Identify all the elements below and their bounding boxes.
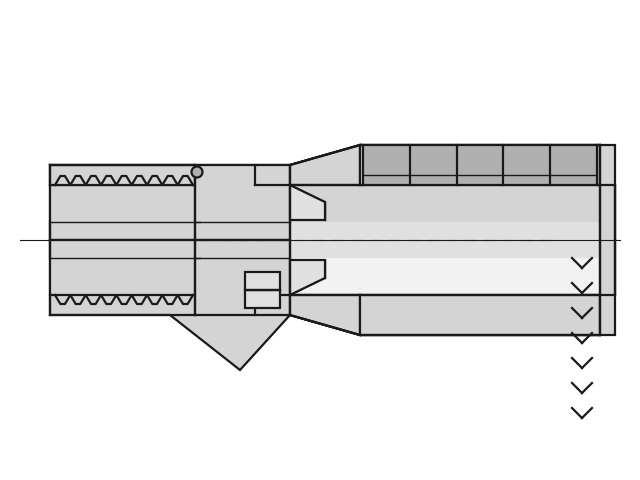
Bar [195,165,290,240]
Bar [360,295,600,335]
Bar [290,258,600,295]
Bar [50,222,615,258]
Bar [411,145,456,185]
Bar [504,145,549,185]
Polygon shape [290,145,360,185]
Polygon shape [290,295,360,335]
Polygon shape [290,185,325,220]
Bar [600,145,615,335]
Bar [458,145,502,185]
Bar [50,165,195,185]
Bar [245,272,280,290]
Polygon shape [290,295,600,335]
Bar [364,145,409,185]
Polygon shape [290,260,325,295]
Bar [195,240,290,315]
Bar [245,290,280,308]
Polygon shape [50,145,615,240]
Polygon shape [50,240,615,370]
Bar [551,145,596,185]
Bar [360,145,600,185]
Circle shape [191,167,202,178]
Bar [50,185,200,240]
Bar [50,240,200,295]
